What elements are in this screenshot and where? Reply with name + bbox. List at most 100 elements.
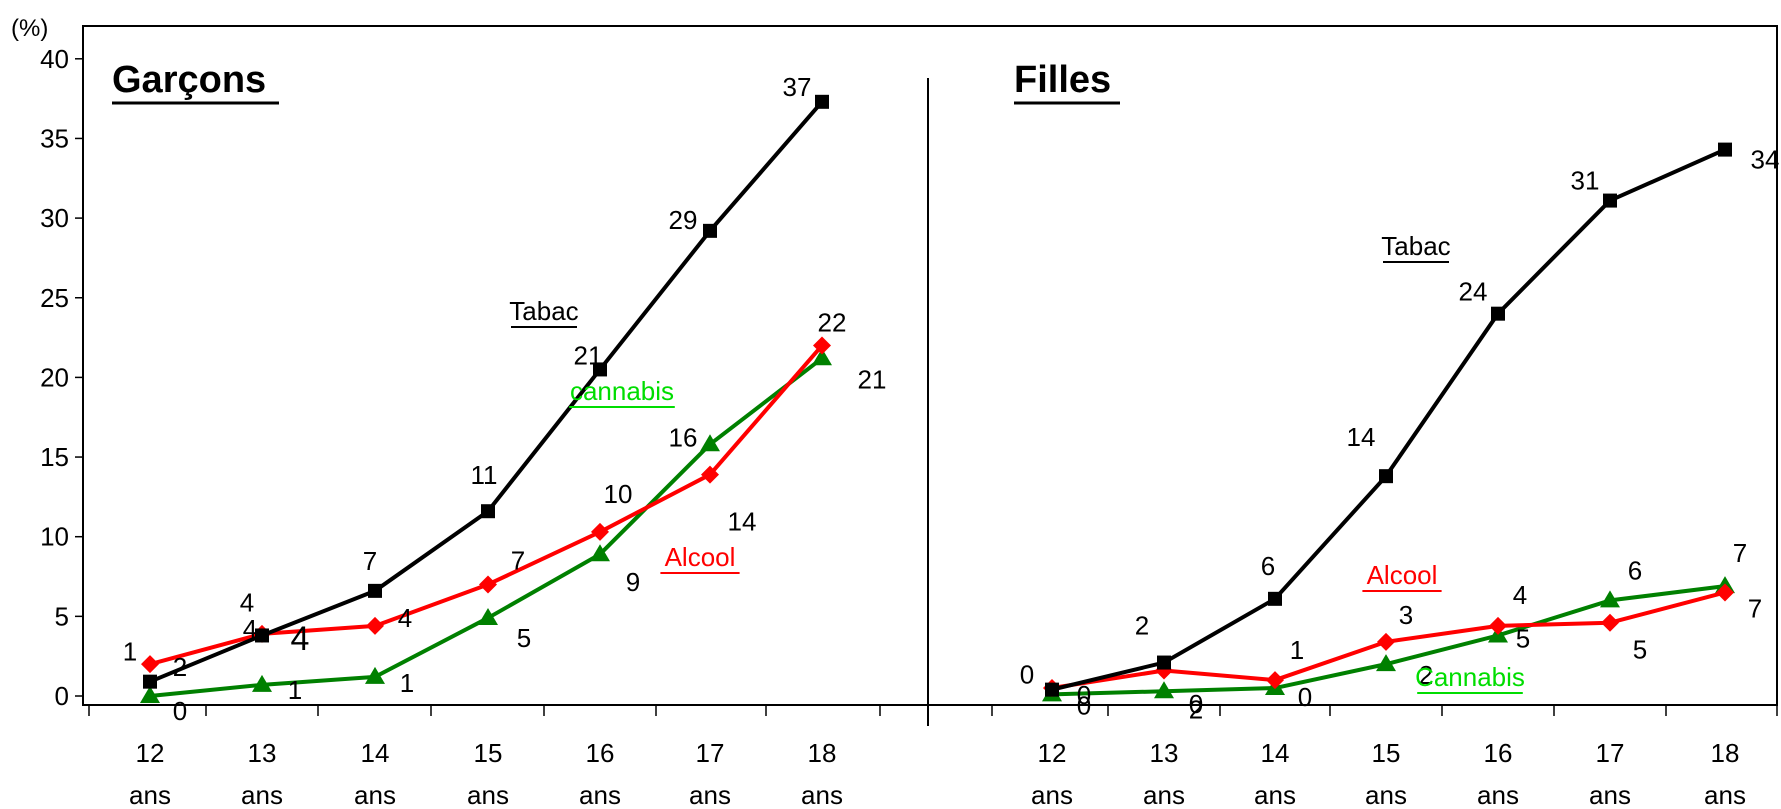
data-label-alcool: 1 — [1290, 635, 1304, 665]
x-tick-label-unit: ans — [1704, 780, 1746, 809]
x-tick-label: 17 — [1596, 738, 1625, 768]
data-point-tabac — [1157, 655, 1171, 670]
data-label-alcool: 4 — [1513, 580, 1527, 610]
data-label-cannabis: 9 — [626, 567, 640, 597]
y-tick-label: 35 — [40, 123, 69, 153]
x-axis: 12 ans 13 ans 14 ans 15 ans 16 ans 17 ans 18 ans — [88, 705, 881, 809]
x-tick-label: 14 — [361, 738, 390, 768]
x-tick-label: 12 — [1038, 738, 1067, 768]
y-axis: 0 5 10 15 20 25 30 35 40(%) — [11, 15, 83, 711]
data-label-cannabis: 0 — [1298, 682, 1312, 712]
x-axis: 12 ans 13 ans 14 ans 15 ans 16 ans 17 ans 18 ans — [991, 705, 1778, 809]
data-label-cannabis: 5 — [1516, 623, 1530, 653]
y-tick-label: 15 — [40, 442, 69, 472]
data-label-alcool: 14 — [728, 507, 757, 537]
y-tick-label: 40 — [40, 44, 69, 74]
data-label-cannabis: 2 — [1419, 660, 1433, 690]
y-tick-label: 25 — [40, 283, 69, 313]
data-point-alcool — [701, 465, 719, 484]
data-point-alcool — [591, 522, 609, 541]
data-point-cannabis — [812, 348, 832, 366]
data-label-alcool: 10 — [604, 479, 633, 509]
x-tick-label: 15 — [1372, 738, 1401, 768]
x-tick-label-unit: ans — [579, 780, 621, 809]
series-annotation: Tabac — [509, 296, 578, 326]
data-point-cannabis — [1376, 654, 1396, 672]
x-tick-label: 18 — [1711, 738, 1740, 768]
data-label-alcool: 4 — [398, 603, 412, 633]
data-label-tabac: 11 — [471, 460, 498, 490]
data-point-tabac — [1379, 469, 1393, 484]
data-point-tabac — [1603, 193, 1617, 208]
data-label-tabac: 4 — [240, 587, 254, 617]
x-tick-label: 16 — [586, 738, 615, 768]
series-annotation: Cannabis — [1415, 662, 1525, 692]
y-axis-label: (%) — [11, 15, 48, 42]
data-label-tabac: 7 — [363, 546, 377, 576]
data-point-cannabis — [365, 666, 385, 684]
series-line-cannabis — [149, 356, 824, 698]
data-label-alcool: 5 — [1633, 635, 1647, 665]
x-tick-label-unit: ans — [1254, 780, 1296, 809]
data-point-tabac — [481, 504, 495, 519]
data-point-alcool — [479, 575, 497, 594]
x-tick-label-unit: ans — [1589, 780, 1631, 809]
data-label-alcool: 22 — [818, 308, 847, 338]
data-point-alcool — [1266, 671, 1284, 690]
data-point-alcool — [813, 336, 831, 355]
data-label-cannabis: 6 — [1628, 555, 1642, 585]
data-label-tabac: 31 — [1571, 166, 1600, 196]
data-point-tabac — [1718, 142, 1732, 157]
data-point-tabac — [815, 94, 829, 109]
y-tick-label: 5 — [55, 601, 69, 631]
data-label-cannabis: 1 — [288, 675, 302, 705]
x-tick-label-unit: ans — [129, 780, 171, 809]
data-label-alcool: 4 — [243, 614, 257, 644]
data-point-alcool — [366, 616, 384, 635]
data-label-tabac: 1 — [123, 637, 137, 667]
y-tick-label: 30 — [40, 203, 69, 233]
x-tick-label: 12 — [136, 738, 165, 768]
data-point-alcool — [1489, 616, 1507, 635]
data-point-cannabis — [590, 544, 610, 562]
data-point-tabac — [703, 223, 717, 238]
y-tick-label: 10 — [40, 522, 69, 552]
data-label-cannabis: 1 — [400, 668, 414, 698]
data-label-tabac: 37 — [783, 72, 812, 102]
x-tick-label-unit: ans — [467, 780, 509, 809]
data-point-cannabis — [700, 434, 720, 452]
data-point-tabac — [1268, 591, 1282, 606]
data-label-alcool: 7 — [511, 545, 525, 575]
data-label-tabac: 0 — [1020, 660, 1034, 690]
data-point-cannabis — [1600, 590, 1620, 608]
x-tick-label-unit: ans — [1477, 780, 1519, 809]
data-point-cannabis — [1154, 681, 1174, 699]
data-point-alcool — [1377, 632, 1395, 651]
x-tick-label-unit: ans — [801, 780, 843, 809]
plot-frame — [82, 25, 1778, 706]
series-alcool: 0 2 1 3 4 5 7 — [1043, 580, 1762, 725]
data-label-cannabis: 5 — [517, 623, 531, 653]
data-label-cannabis: 0 — [173, 696, 187, 726]
data-label-tabac: 24 — [1459, 277, 1488, 307]
data-point-tabac — [1491, 306, 1505, 321]
data-label-alcool: 2 — [1189, 695, 1203, 725]
x-tick-label-unit: ans — [1365, 780, 1407, 809]
series-annotation: Alcool — [1367, 560, 1438, 590]
data-point-tabac — [1045, 682, 1059, 697]
x-tick-label: 15 — [474, 738, 503, 768]
series-annotation: cannabis — [570, 376, 674, 406]
data-label-alcool: 3 — [1399, 600, 1413, 630]
panel-filles: Filles12ans13ans14ans15ans16ans17ans18an… — [991, 59, 1779, 809]
data-point-alcool — [1716, 583, 1734, 602]
series-annotation: Alcool — [665, 542, 736, 572]
data-label-alcool: 7 — [1748, 593, 1762, 623]
data-label-alcool: 0 — [1077, 680, 1091, 710]
data-point-tabac — [593, 362, 607, 377]
data-point-tabac — [143, 674, 157, 689]
data-label-tabac-large: 4 — [291, 620, 310, 658]
data-point-alcool — [141, 655, 159, 674]
